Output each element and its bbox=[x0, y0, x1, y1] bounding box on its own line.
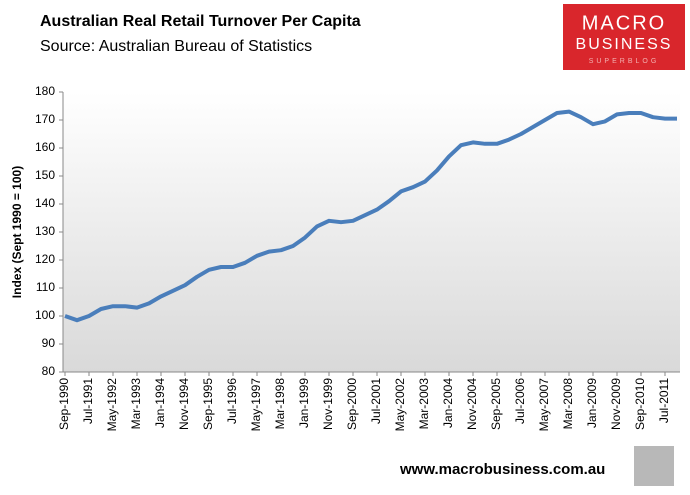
y-tick-label: 130 bbox=[35, 224, 55, 238]
x-tick-label: Nov-1999 bbox=[321, 378, 335, 430]
x-tick-label: May-1997 bbox=[249, 378, 263, 432]
x-tick-label: Jan-2009 bbox=[585, 378, 599, 428]
x-tick-label: Mar-1998 bbox=[273, 378, 287, 430]
plot-area bbox=[63, 92, 680, 372]
x-tick-label: Sep-2010 bbox=[633, 378, 647, 430]
logo-text: MACRO bbox=[582, 12, 666, 34]
x-tick-label: Jan-1999 bbox=[297, 378, 311, 428]
chart-title: Australian Real Retail Turnover Per Capi… bbox=[40, 13, 361, 30]
x-tick-label: Jul-1991 bbox=[81, 378, 95, 424]
x-tick-label: Nov-2009 bbox=[609, 378, 623, 430]
y-tick-label: 100 bbox=[35, 308, 55, 322]
x-tick-label: Mar-1993 bbox=[129, 378, 143, 430]
y-tick-label: 180 bbox=[35, 84, 55, 98]
data-line bbox=[64, 109, 677, 323]
x-tick-label: Jul-1996 bbox=[225, 378, 239, 424]
x-tick-label: May-2002 bbox=[393, 378, 407, 432]
x-tick-label: May-2007 bbox=[537, 378, 551, 432]
x-tick-label: Jul-2006 bbox=[513, 378, 527, 424]
x-tick-label: May-1992 bbox=[105, 378, 119, 432]
y-tick-label: 110 bbox=[36, 280, 55, 294]
logo: MACRO BUSINESS SUPERBLOG bbox=[563, 4, 685, 70]
x-tick-label: Jul-2011 bbox=[657, 378, 671, 423]
x-tick-label: Nov-2004 bbox=[465, 378, 479, 430]
y-tick-label: 120 bbox=[35, 252, 55, 266]
wolf-icon bbox=[634, 446, 674, 486]
logo-text: BUSINESS bbox=[576, 36, 673, 53]
x-tick-label: Jan-2004 bbox=[441, 378, 455, 428]
logo-text: SUPERBLOG bbox=[589, 58, 660, 65]
footer: www.macrobusiness.com.au bbox=[399, 461, 605, 478]
y-tick-label: 170 bbox=[35, 112, 55, 126]
x-tick-label: Sep-2005 bbox=[489, 378, 503, 430]
x-tick-label: Mar-2008 bbox=[561, 378, 575, 430]
chart-subtitle: Source: Australian Bureau of Statistics bbox=[40, 38, 312, 55]
x-tick-label: Sep-1995 bbox=[201, 378, 215, 430]
x-tick-label: Jan-1994 bbox=[153, 378, 167, 428]
y-tick-label: 90 bbox=[42, 336, 56, 350]
x-tick-label: Nov-1994 bbox=[177, 378, 191, 430]
x-tick-label: Jul-2001 bbox=[369, 378, 383, 424]
logo-box bbox=[563, 4, 685, 70]
x-tick-label: Sep-1990 bbox=[57, 378, 71, 430]
y-tick-label: 80 bbox=[42, 364, 56, 378]
y-axis-label: Index (Sept 1990 = 100) bbox=[10, 166, 24, 298]
y-tick-label: 160 bbox=[35, 140, 55, 154]
y-tick-label: 140 bbox=[35, 196, 55, 210]
x-tick-label: Mar-2003 bbox=[417, 378, 431, 430]
y-tick-label: 150 bbox=[35, 168, 55, 182]
x-tick-label: Sep-2000 bbox=[345, 378, 359, 430]
